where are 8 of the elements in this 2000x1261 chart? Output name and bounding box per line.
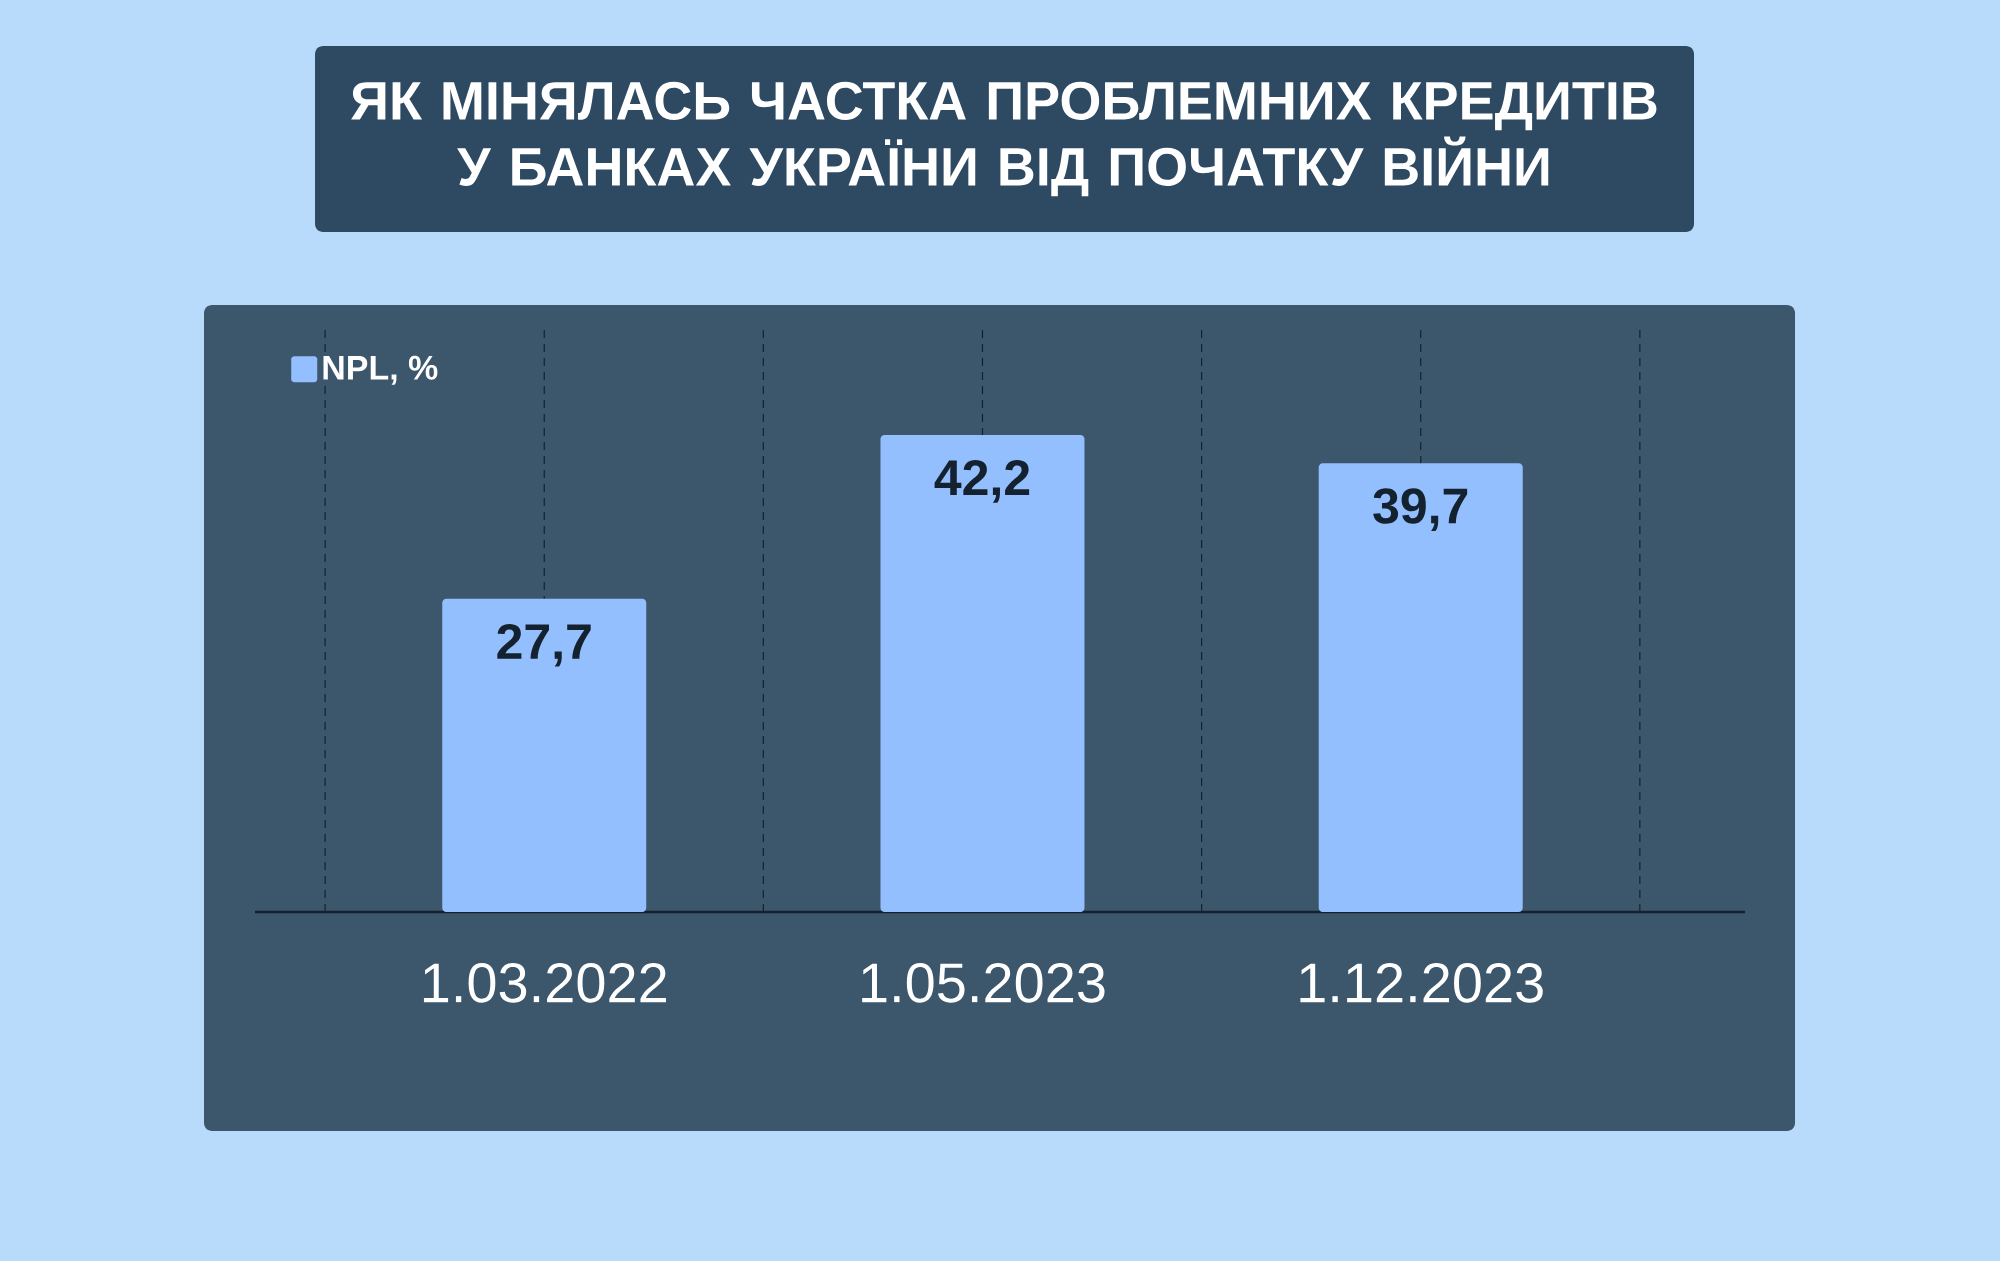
legend-label: NPL, % <box>323 355 438 385</box>
data-label: 27,7 <box>497 623 591 667</box>
x-tick-label: 1.03.2022 <box>423 963 666 1003</box>
data-label: 39,7 <box>1373 488 1468 531</box>
x-tick-label: 1.05.2023 <box>862 963 1105 1003</box>
data-label: 42,2 <box>934 460 1030 503</box>
chart-title: ЯК МІНЯЛАСЬ ЧАСТКА ПРОБЛЕМНИХ КРЕДИТІВ У БАНКАХ УКРАЇНИ ВІД ПОЧАТКУ ВІЙНИ <box>351 81 1657 197</box>
x-tick-label: 1.12.2023 <box>1300 963 1543 1003</box>
